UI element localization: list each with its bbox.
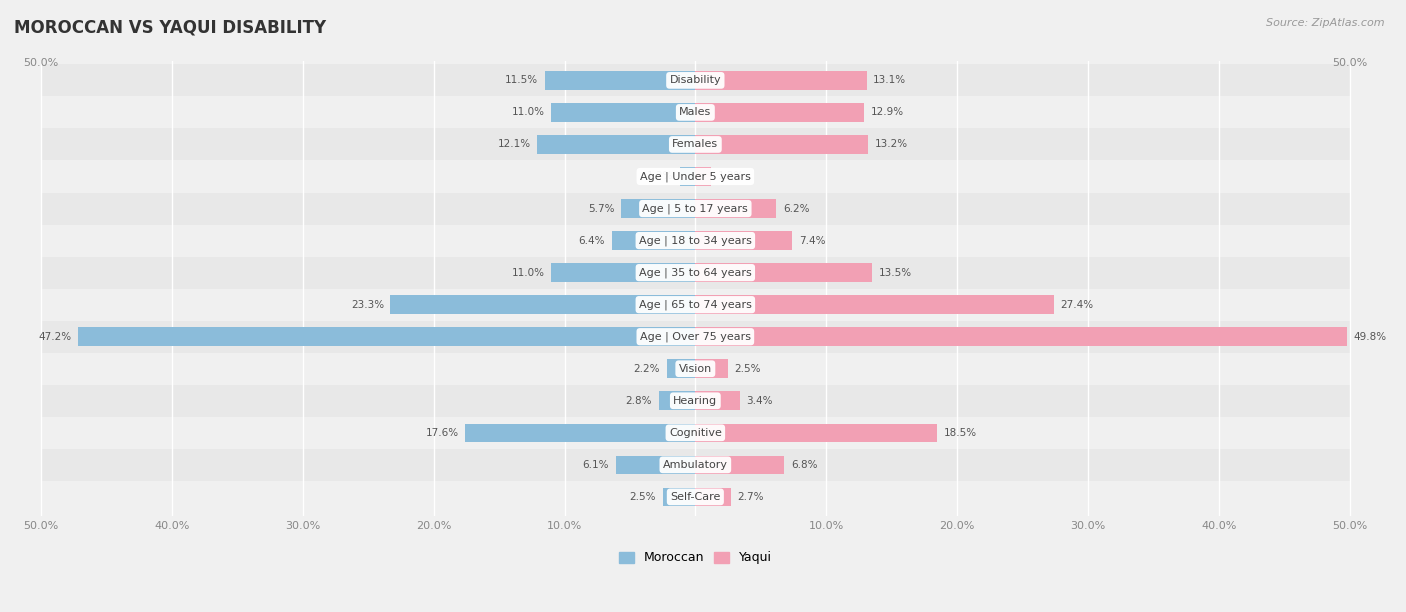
Bar <box>551 263 696 282</box>
Text: 6.4%: 6.4% <box>578 236 605 245</box>
Text: 2.5%: 2.5% <box>630 492 657 502</box>
Text: 12.9%: 12.9% <box>870 108 904 118</box>
Text: 11.5%: 11.5% <box>505 75 538 86</box>
Text: Source: ZipAtlas.com: Source: ZipAtlas.com <box>1267 18 1385 28</box>
Bar <box>41 481 1350 513</box>
Text: Males: Males <box>679 108 711 118</box>
Text: 13.1%: 13.1% <box>873 75 907 86</box>
Text: 50.0%: 50.0% <box>24 58 59 68</box>
Bar <box>621 200 696 218</box>
Text: Vision: Vision <box>679 364 711 374</box>
Text: Self-Care: Self-Care <box>671 492 720 502</box>
Text: 13.5%: 13.5% <box>879 267 911 278</box>
Bar <box>658 392 696 410</box>
Bar <box>537 135 696 154</box>
Bar <box>696 488 731 506</box>
Bar <box>696 200 776 218</box>
Bar <box>41 256 1350 289</box>
Text: 13.2%: 13.2% <box>875 140 908 149</box>
Text: 47.2%: 47.2% <box>38 332 72 341</box>
Text: 18.5%: 18.5% <box>943 428 977 438</box>
Bar <box>41 97 1350 129</box>
Bar <box>696 296 1054 314</box>
Bar <box>696 167 711 186</box>
Bar <box>41 289 1350 321</box>
Bar <box>696 392 740 410</box>
Bar <box>666 359 696 378</box>
Bar <box>41 129 1350 160</box>
Bar <box>696 263 872 282</box>
Bar <box>77 327 696 346</box>
Bar <box>696 359 728 378</box>
Text: Age | Over 75 years: Age | Over 75 years <box>640 332 751 342</box>
Text: Age | 35 to 64 years: Age | 35 to 64 years <box>638 267 752 278</box>
Text: 2.2%: 2.2% <box>634 364 659 374</box>
Bar <box>662 488 696 506</box>
Bar <box>696 231 792 250</box>
Bar <box>41 160 1350 193</box>
Text: 12.1%: 12.1% <box>498 140 530 149</box>
Text: Disability: Disability <box>669 75 721 86</box>
Bar <box>612 231 696 250</box>
Text: 11.0%: 11.0% <box>512 108 546 118</box>
Bar <box>41 385 1350 417</box>
Bar <box>41 64 1350 97</box>
Bar <box>679 167 696 186</box>
Bar <box>696 103 865 122</box>
Text: 50.0%: 50.0% <box>1331 58 1367 68</box>
Text: 6.2%: 6.2% <box>783 204 810 214</box>
Text: Age | 65 to 74 years: Age | 65 to 74 years <box>638 299 752 310</box>
Text: Age | 5 to 17 years: Age | 5 to 17 years <box>643 203 748 214</box>
Bar <box>696 455 785 474</box>
Text: 1.2%: 1.2% <box>717 171 744 182</box>
Bar <box>696 71 866 90</box>
Text: 2.7%: 2.7% <box>737 492 763 502</box>
Text: 49.8%: 49.8% <box>1354 332 1386 341</box>
Bar <box>41 193 1350 225</box>
Bar <box>696 327 1347 346</box>
Text: Ambulatory: Ambulatory <box>662 460 728 470</box>
Bar <box>41 321 1350 353</box>
Text: 23.3%: 23.3% <box>352 300 384 310</box>
Text: 7.4%: 7.4% <box>799 236 825 245</box>
Legend: Moroccan, Yaqui: Moroccan, Yaqui <box>619 551 772 564</box>
Text: 5.7%: 5.7% <box>588 204 614 214</box>
Text: Age | Under 5 years: Age | Under 5 years <box>640 171 751 182</box>
Bar <box>41 353 1350 385</box>
Text: Cognitive: Cognitive <box>669 428 721 438</box>
Text: Age | 18 to 34 years: Age | 18 to 34 years <box>638 236 752 246</box>
Text: 11.0%: 11.0% <box>512 267 546 278</box>
Bar <box>551 103 696 122</box>
Text: 17.6%: 17.6% <box>426 428 458 438</box>
Bar <box>41 225 1350 256</box>
Text: 2.8%: 2.8% <box>626 396 652 406</box>
Text: Hearing: Hearing <box>673 396 717 406</box>
Bar <box>696 424 938 442</box>
Text: 3.4%: 3.4% <box>747 396 773 406</box>
Text: 2.5%: 2.5% <box>734 364 761 374</box>
Text: 1.2%: 1.2% <box>647 171 673 182</box>
Bar <box>41 417 1350 449</box>
Bar <box>546 71 696 90</box>
Text: 27.4%: 27.4% <box>1060 300 1094 310</box>
Text: 6.1%: 6.1% <box>582 460 609 470</box>
Bar <box>41 449 1350 481</box>
Text: MOROCCAN VS YAQUI DISABILITY: MOROCCAN VS YAQUI DISABILITY <box>14 18 326 36</box>
Bar <box>391 296 696 314</box>
Text: Females: Females <box>672 140 718 149</box>
Bar <box>696 135 868 154</box>
Text: 6.8%: 6.8% <box>790 460 817 470</box>
Bar <box>616 455 696 474</box>
Bar <box>465 424 696 442</box>
